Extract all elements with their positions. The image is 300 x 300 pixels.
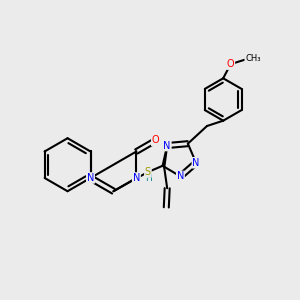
- Text: N: N: [177, 171, 184, 182]
- Text: N: N: [192, 158, 200, 168]
- Text: N: N: [133, 173, 140, 183]
- Text: O: O: [227, 59, 234, 69]
- Text: O: O: [152, 135, 159, 146]
- Text: CH₃: CH₃: [245, 54, 261, 63]
- Text: N: N: [87, 173, 94, 183]
- Text: N: N: [164, 140, 171, 151]
- Text: H: H: [146, 174, 152, 183]
- Text: S: S: [145, 167, 151, 177]
